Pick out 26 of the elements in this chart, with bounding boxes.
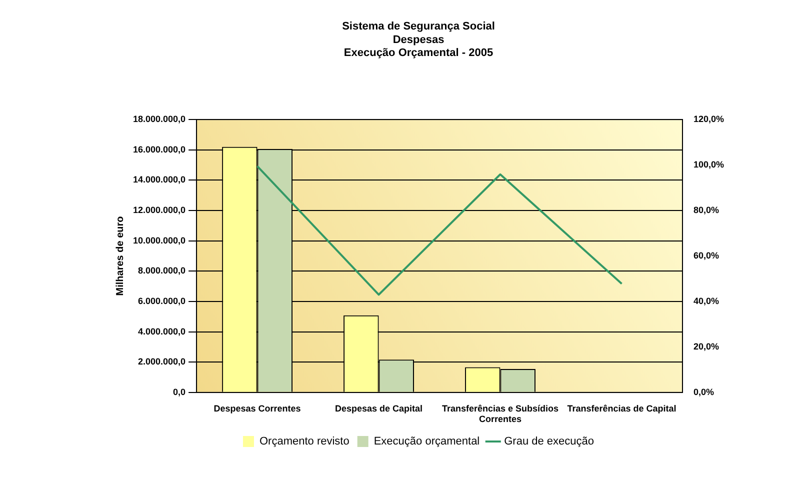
y2-tick-label: 100,0% bbox=[693, 160, 724, 170]
y2-tick-label: 80,0% bbox=[693, 205, 720, 216]
x-tick-label: Despesas Correntes bbox=[214, 403, 301, 414]
y2-tick-label: 120,0% bbox=[693, 114, 724, 124]
y2-tick-label: 0,0% bbox=[693, 386, 714, 397]
x-tick-label: Transferências e Subsídios Correntes bbox=[442, 403, 559, 424]
legend-label: Orçamento revisto bbox=[259, 436, 350, 448]
y2-tick-label: 60,0% bbox=[693, 250, 720, 260]
y-tick-label: 4.000.000,0 bbox=[138, 326, 186, 336]
y-tick-label: 16.000.000,0 bbox=[132, 144, 186, 154]
y-tick-label: 6.000.000,0 bbox=[138, 296, 186, 306]
x-tick-label: Transferências de Capital bbox=[567, 403, 676, 414]
x-tick-label: Despesas de Capital bbox=[335, 403, 423, 414]
y-tick-label: 18.000.000,0 bbox=[132, 114, 186, 124]
y-tick-label: 0,0 bbox=[173, 386, 186, 397]
y-axis-title: Milhares de euro bbox=[114, 216, 126, 296]
y-tick-label: 14.000.000,0 bbox=[132, 174, 186, 185]
y2-tick-label: 40,0% bbox=[693, 296, 720, 306]
legend-label: Execução orçamental bbox=[374, 436, 480, 448]
legend-label: Grau de execução bbox=[504, 436, 594, 448]
chart-title: Sistema de Segurança Social Despesas Execução Orçamental - 2005 bbox=[342, 20, 495, 60]
y2-tick-label: 20,0% bbox=[693, 341, 720, 352]
y-tick-label: 8.000.000,0 bbox=[138, 266, 186, 276]
y-tick-label: 10.000.000,0 bbox=[132, 235, 186, 246]
y-tick-label: 12.000.000,0 bbox=[132, 205, 186, 216]
y-tick-label: 2.000.000,0 bbox=[138, 356, 186, 367]
